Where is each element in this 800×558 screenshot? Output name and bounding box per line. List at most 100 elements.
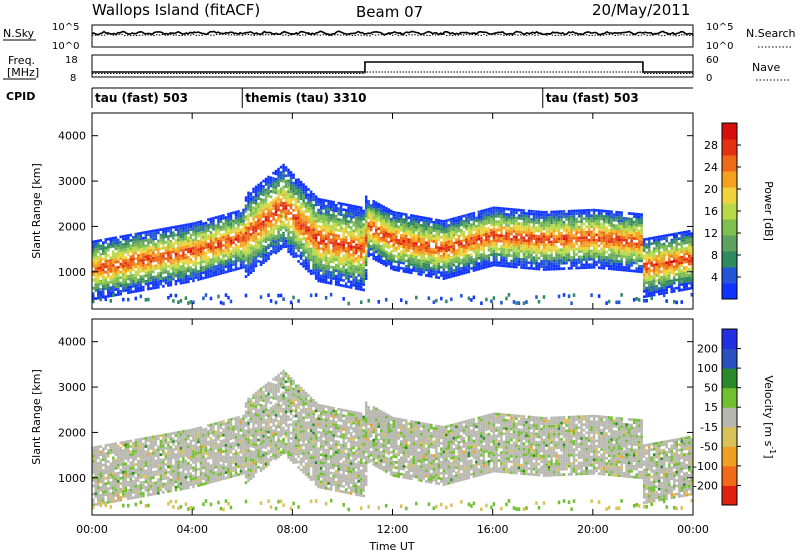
power-cell (613, 227, 616, 230)
power-cell (483, 264, 486, 267)
power-cell (355, 249, 358, 252)
power-cell (648, 248, 651, 251)
power-cell (628, 228, 631, 231)
power-cell (535, 221, 538, 224)
power-cell (433, 237, 436, 240)
power-cell (347, 204, 350, 207)
power-cell (157, 253, 160, 256)
power-cell (222, 250, 225, 253)
power-cell (493, 242, 496, 245)
power-cell (623, 220, 626, 223)
power-cell (310, 196, 313, 199)
power-cell (342, 203, 345, 206)
power-cell (327, 211, 330, 214)
power-cell (543, 225, 546, 228)
power-cell (420, 273, 423, 276)
power-cell (588, 217, 591, 220)
power-cell (650, 237, 653, 240)
power-cell (215, 227, 218, 230)
power-cell (347, 231, 350, 234)
power-cell (287, 220, 290, 223)
power-cell (380, 229, 383, 232)
power-cell (550, 243, 553, 246)
power-cell (595, 255, 598, 258)
power-cell (170, 281, 173, 284)
power-cell (600, 212, 603, 215)
power-cell (107, 295, 110, 298)
power-cell (598, 226, 601, 229)
power-cell (533, 235, 536, 238)
power-cell (302, 197, 305, 200)
power-cell (393, 255, 396, 258)
power-cell (443, 223, 446, 226)
power-cell (287, 239, 290, 242)
power-cell (337, 221, 340, 224)
power-cell (97, 248, 100, 251)
power-cell (470, 262, 473, 265)
power-cell (132, 280, 135, 283)
power-cell (385, 229, 388, 232)
power-cell (297, 187, 300, 190)
power-cell (312, 226, 315, 229)
power-cell (655, 244, 658, 247)
power-cell (490, 299, 493, 303)
power-cell (663, 281, 666, 284)
power-cell (445, 249, 448, 252)
power-cell (365, 245, 368, 248)
power-cell (155, 278, 158, 281)
power-cell (237, 237, 240, 240)
power-cell (387, 246, 390, 249)
power-cell (433, 265, 436, 268)
power-cell (455, 249, 458, 252)
power-cell (513, 211, 516, 214)
noise-tick-left-top: 10^5 (52, 22, 79, 33)
power-cell (275, 181, 278, 184)
power-cell (665, 234, 668, 237)
power-cell (510, 208, 513, 211)
power-cell (180, 233, 183, 236)
power-cell (217, 251, 220, 254)
power-cell (302, 186, 305, 189)
power-cell (150, 230, 153, 233)
power-cell (408, 246, 411, 249)
power-cell (360, 255, 363, 258)
power-cell (573, 212, 576, 215)
power-cell (393, 244, 396, 247)
power-cell (242, 260, 245, 263)
power-cell (267, 206, 270, 209)
power-cell (570, 301, 573, 305)
power-cell (570, 245, 573, 248)
power-cell (182, 249, 185, 252)
power-cell (272, 251, 275, 254)
power-cell (185, 240, 188, 243)
power-cell (295, 255, 298, 258)
power-cell (112, 293, 115, 297)
power-cell (638, 229, 641, 232)
nsky-trace (92, 31, 693, 35)
power-cell (320, 198, 323, 201)
power-cell (405, 251, 408, 254)
power-cell (137, 270, 140, 273)
power-cell (147, 241, 150, 244)
power-cell (247, 200, 250, 203)
power-cell (513, 219, 516, 222)
power-cell (282, 186, 285, 189)
power-cell (145, 253, 148, 256)
power-cell (418, 265, 421, 268)
power-cell (355, 230, 358, 233)
power-cell (252, 215, 255, 218)
power-cell (310, 204, 313, 207)
power-cell (578, 212, 581, 215)
power-cell (588, 263, 591, 266)
power-cell (488, 227, 491, 230)
power-cell (277, 225, 280, 228)
power-cell (137, 257, 140, 260)
power-cell (385, 298, 388, 302)
power-cell (182, 262, 185, 265)
power-cell (463, 272, 466, 275)
power-cell (435, 227, 438, 230)
power-cell (252, 196, 255, 199)
power-cell (262, 234, 265, 237)
power-cell (305, 227, 308, 230)
power-cell (335, 229, 338, 232)
